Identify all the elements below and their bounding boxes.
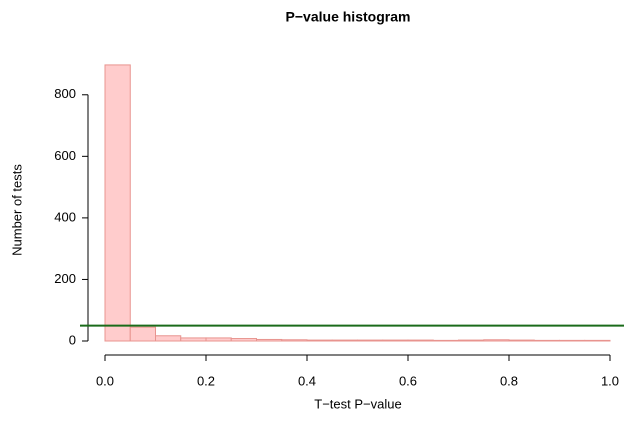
x-tick-label: 0.0 [96, 373, 114, 388]
bar [180, 337, 207, 342]
bar [104, 64, 131, 342]
y-tick-label: 800 [54, 86, 76, 101]
bar [306, 339, 333, 342]
bar [331, 339, 358, 342]
bar [432, 339, 459, 342]
y-tick-label: 200 [54, 271, 76, 286]
bar [256, 338, 283, 342]
bar [230, 338, 257, 342]
y-tick-label: 0 [69, 332, 76, 347]
bar [357, 339, 384, 342]
bar [559, 339, 586, 342]
x-tick-label: 1.0 [601, 373, 619, 388]
x-axis-label: T−test P−value [314, 396, 401, 411]
x-tick-label: 0.6 [399, 373, 417, 388]
bar [407, 339, 434, 342]
y-tick-label: 400 [54, 209, 76, 224]
y-axis-label: Number of tests [9, 164, 24, 256]
chart-title: P−value histogram [286, 9, 411, 25]
x-tick-label: 0.4 [298, 373, 316, 388]
y-tick-label: 600 [54, 148, 76, 163]
bar [281, 339, 308, 342]
bar [129, 326, 156, 342]
bar [508, 339, 535, 342]
bar [483, 339, 510, 342]
bar [584, 339, 611, 342]
bar [458, 339, 485, 342]
bar [382, 339, 409, 342]
x-tick-label: 0.2 [197, 373, 215, 388]
bar [533, 339, 560, 342]
bar [205, 337, 232, 342]
x-tick-label: 0.8 [500, 373, 518, 388]
bar [155, 335, 182, 342]
